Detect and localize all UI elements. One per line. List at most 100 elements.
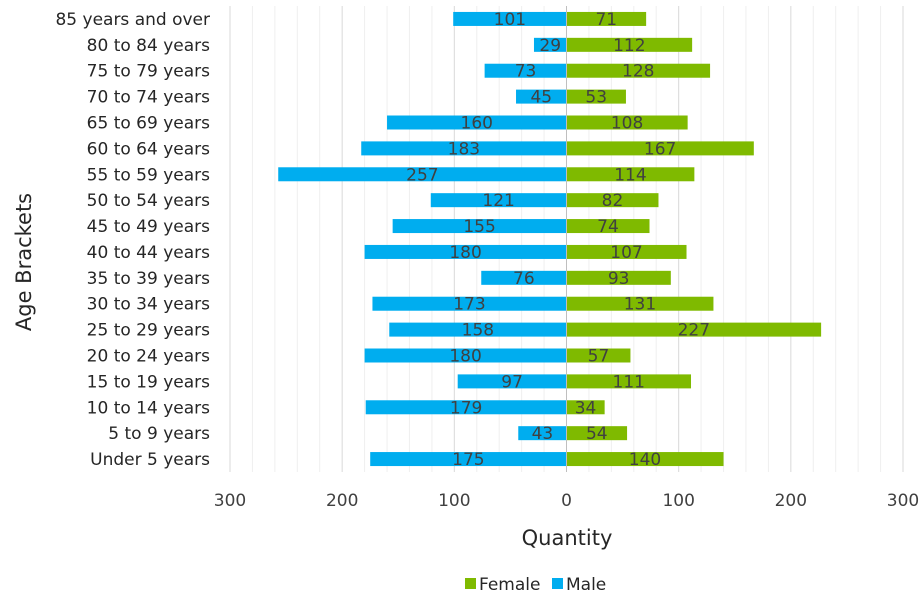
category-label: 10 to 14 years — [87, 398, 210, 418]
x-tick-label: 300 — [214, 491, 246, 511]
data-label-male: 155 — [463, 217, 495, 237]
category-label: 50 to 54 years — [87, 191, 210, 211]
bars — [278, 11, 822, 467]
data-label-female: 227 — [678, 321, 710, 341]
data-label-male: 121 — [482, 191, 514, 211]
data-label-male: 175 — [452, 450, 484, 470]
bar-female — [566, 11, 647, 26]
data-label-male: 158 — [462, 321, 494, 341]
category-label: 5 to 9 years — [108, 424, 210, 444]
x-tick-labels: 300 200 100 0 100 200 300 — [214, 491, 919, 511]
x-tick-label: 200 — [775, 491, 807, 511]
category-label: 80 to 84 years — [87, 36, 210, 56]
data-label-female: 34 — [575, 398, 597, 418]
bar-male — [481, 270, 567, 285]
data-label-male: 29 — [539, 36, 561, 56]
category-label: 25 to 29 years — [87, 321, 210, 341]
bar-male — [533, 37, 567, 52]
data-label-male: 45 — [530, 88, 552, 108]
bar-female — [566, 63, 711, 78]
category-label: 20 to 24 years — [87, 347, 210, 367]
x-tick-label: 100 — [438, 491, 470, 511]
data-label-male: 183 — [448, 139, 480, 159]
bar-female — [566, 37, 693, 52]
x-tick-label: 300 — [887, 491, 919, 511]
category-label: 15 to 19 years — [87, 372, 210, 392]
category-label: 65 to 69 years — [87, 114, 210, 134]
data-label-female: 107 — [610, 243, 642, 263]
data-label-female: 93 — [608, 269, 630, 289]
legend-swatch-female — [465, 578, 476, 589]
bar-male — [364, 244, 567, 259]
data-labels: 101 71 29 112 73 128 45 53 160 108 183 167 257 114 121… — [406, 10, 710, 470]
legend-label-female: Female — [479, 575, 540, 595]
category-label: 85 years and over — [55, 10, 210, 30]
category-label: 70 to 74 years — [87, 88, 210, 108]
bar-female — [566, 89, 626, 104]
bar-female — [566, 322, 822, 337]
bar-male — [278, 167, 567, 182]
data-label-female: 82 — [602, 191, 624, 211]
data-label-female: 167 — [644, 139, 676, 159]
category-label: 45 to 49 years — [87, 217, 210, 237]
data-label-male: 180 — [449, 347, 481, 367]
data-label-male: 160 — [461, 114, 493, 134]
bar-male — [430, 193, 567, 208]
data-label-female: 128 — [622, 62, 654, 82]
data-label-male: 257 — [406, 165, 438, 185]
bar-female — [566, 348, 631, 363]
category-labels: 85 years and over 80 to 84 years 75 to 79 … — [55, 10, 210, 470]
data-label-male: 76 — [513, 269, 535, 289]
category-label: 55 to 59 years — [87, 165, 210, 185]
bar-male — [365, 400, 567, 415]
data-label-male: 173 — [453, 295, 485, 315]
category-label: 60 to 64 years — [87, 139, 210, 159]
bar-male — [389, 322, 567, 337]
bar-male — [370, 452, 567, 467]
category-label: 40 to 44 years — [87, 243, 210, 263]
bar-male — [387, 115, 567, 130]
x-tick-label: 0 — [561, 491, 572, 511]
legend: Female Male — [465, 575, 606, 595]
data-label-female: 112 — [613, 36, 645, 56]
category-label: 35 to 39 years — [87, 269, 210, 289]
bar-female — [566, 400, 605, 415]
bar-male — [484, 63, 567, 78]
data-label-male: 73 — [515, 62, 537, 82]
data-label-male: 101 — [494, 10, 526, 30]
data-label-female: 74 — [597, 217, 619, 237]
data-label-male: 43 — [532, 424, 554, 444]
data-label-female: 140 — [629, 450, 661, 470]
bar-male — [516, 89, 567, 104]
bar-female — [566, 115, 688, 130]
data-label-female: 57 — [588, 347, 610, 367]
bar-female — [566, 426, 628, 441]
x-tick-label: 100 — [662, 491, 694, 511]
bar-female — [566, 219, 650, 234]
data-label-female: 53 — [585, 88, 607, 108]
bar-female — [566, 270, 671, 285]
bar-male — [457, 374, 567, 389]
category-label: Under 5 years — [90, 450, 210, 470]
legend-swatch-male — [552, 578, 563, 589]
bar-female — [566, 141, 754, 156]
data-label-female: 108 — [611, 114, 643, 134]
bar-male — [453, 11, 567, 26]
bar-male — [392, 219, 567, 234]
data-label-female: 54 — [586, 424, 608, 444]
bar-female — [566, 244, 687, 259]
bar-female — [566, 374, 692, 389]
bar-male — [372, 296, 567, 311]
category-label: 30 to 34 years — [87, 295, 210, 315]
data-label-female: 111 — [613, 372, 645, 392]
grid-lines — [229, 6, 904, 472]
bar-male — [361, 141, 567, 156]
data-label-female: 71 — [595, 10, 617, 30]
x-axis-title: Quantity — [522, 526, 613, 550]
bar-female — [566, 193, 659, 208]
bar-female — [566, 452, 724, 467]
legend-label-male: Male — [566, 575, 606, 595]
data-label-female: 114 — [614, 165, 646, 185]
x-tick-label: 200 — [326, 491, 358, 511]
